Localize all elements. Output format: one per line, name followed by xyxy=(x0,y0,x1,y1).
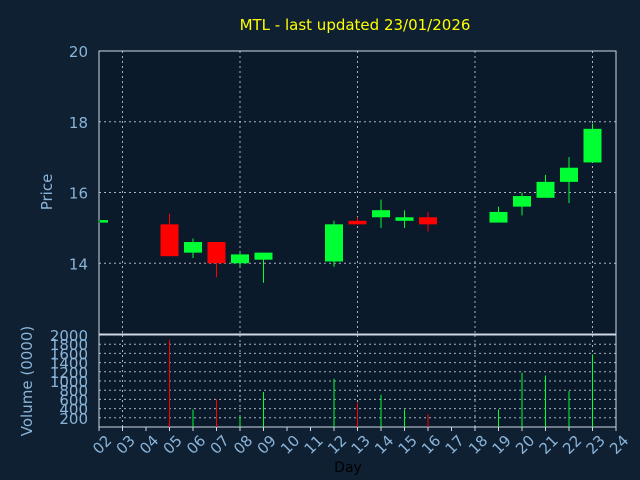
volume-tick-label: 600 xyxy=(59,391,88,409)
volume-axis-label: Volume (0000) xyxy=(18,326,36,436)
volume-tick-label: 2000 xyxy=(50,327,88,345)
volume-tick-label: 1800 xyxy=(50,336,88,354)
candle-body-02 xyxy=(100,220,108,223)
candle-body-12 xyxy=(325,224,343,262)
candle-body-13 xyxy=(348,220,367,225)
candle-body-20 xyxy=(513,196,531,207)
price-panel: 14 16 18 20 xyxy=(69,43,617,335)
candle-body-06 xyxy=(184,242,202,253)
candle-body-14 xyxy=(372,210,390,218)
price-tick-label: 20 xyxy=(69,43,88,61)
volume-tick-label: 400 xyxy=(59,401,88,419)
price-tick-label: 18 xyxy=(69,114,88,132)
candle-body-09 xyxy=(254,252,273,260)
volume-tick-label: 800 xyxy=(59,382,88,400)
candle-body-22 xyxy=(560,167,578,182)
chart-title: MTL - last updated 23/01/2026 xyxy=(240,16,471,34)
candle-body-07 xyxy=(207,242,226,264)
volume-tick-label: 1600 xyxy=(50,345,88,363)
volume-tick-label: 1000 xyxy=(50,373,88,391)
volume-tick-label: 1400 xyxy=(50,355,88,373)
price-axis-label: Price xyxy=(38,174,56,211)
x-axis-label: Day xyxy=(334,460,362,476)
candle-body-08 xyxy=(231,254,249,264)
candle-body-05 xyxy=(160,224,179,257)
candle-body-19 xyxy=(489,211,508,223)
candle-body-15 xyxy=(395,217,414,221)
candle-body-23 xyxy=(583,128,602,163)
price-tick-label: 14 xyxy=(69,255,88,273)
price-tick-label: 16 xyxy=(69,185,88,203)
candle-body-16 xyxy=(419,217,437,225)
volume-tick-label: 200 xyxy=(59,410,88,428)
candle-body-21 xyxy=(536,181,555,198)
volume-tick-label: 1200 xyxy=(50,364,88,382)
